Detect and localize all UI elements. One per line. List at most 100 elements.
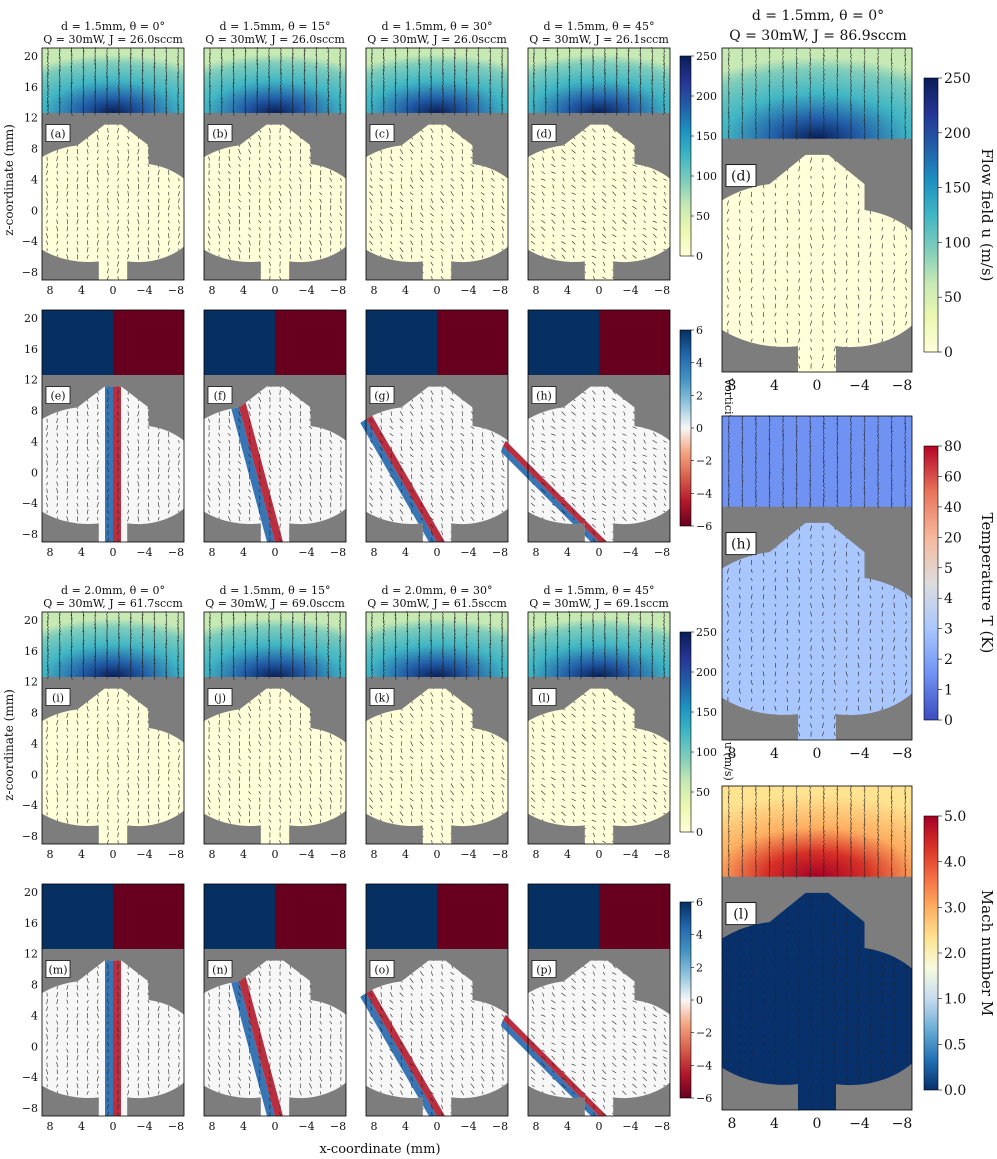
colorbar-tick-label: 2 [944,652,953,668]
y-tick-label: 16 [24,343,38,356]
vorticity-bands [498,960,607,1116]
upper-region [722,48,912,139]
colorbar-tick-label: 250 [696,626,717,639]
y-tick-label: 20 [24,614,38,627]
x-tick-label: 8 [728,746,737,762]
panel-tag: (d) [731,169,751,185]
panel-tag: (p) [536,964,552,977]
x-tick-label: −8 [492,284,508,297]
panel-tag: (i) [52,692,64,705]
x-tick-label: −4 [136,1120,152,1133]
y-tick-label: 8 [31,405,38,418]
vorticity-right [275,884,346,949]
colorbar-tick-label: 5 [944,561,953,577]
x-tick-label: −8 [892,378,913,394]
panel-tag-box [369,124,395,142]
panel-tag-box [369,386,395,404]
y-tick-label: −8 [22,830,38,843]
x-tick-label: −8 [330,546,346,559]
panel-b: d = 1.5mm, θ = 15°Q = 30mW, J = 26.0sccm… [203,20,347,297]
panel-frame [203,309,347,543]
colorbar-label: Temperature T (K) [978,513,996,654]
x-tick-label: −8 [654,546,670,559]
x-tick-label: 8 [371,546,378,559]
colorbar-tick-label: 6 [696,896,703,909]
upper-region [722,786,912,877]
y-tick-label: 16 [24,645,38,658]
x-tick-label: 0 [596,284,603,297]
y-tick-label: 12 [24,676,38,689]
panel-title-line1: d = 1.5mm, θ = 45° [544,584,655,597]
colorbar-tick-label: 0 [944,345,953,361]
panel-tag-box [207,688,233,706]
y-tick-label: 4 [31,1009,38,1022]
x-tick-label: 4 [770,378,779,394]
panel-tag-box [369,960,395,978]
x-tick-label: 0 [434,546,441,559]
x-tick-label: 4 [564,848,571,861]
colorbar-label: Flow field u (m/s) [978,148,996,281]
panel-a: d = 1.5mm, θ = 0°Q = 30mW, J = 26.0sccm (… [22,20,185,297]
x-tick-label: −4 [622,848,638,861]
y-tick-label: 16 [24,917,38,930]
y-tick-label: 12 [24,374,38,387]
colorbar-tick-label: 0 [696,826,703,839]
x-tick-label: −4 [460,284,476,297]
x-tick-label: 8 [47,284,54,297]
vorticity-bands [105,960,121,1116]
colorbar-tick-label: 0 [944,713,953,729]
y-tick-label: −4 [22,235,38,248]
x-tick-label: −4 [298,848,314,861]
panel-j: d = 1.5mm, θ = 15°Q = 30mW, J = 69.0sccm… [203,584,347,861]
vorticity-right [437,310,508,375]
y-tick-label: 20 [24,50,38,63]
panel-tag: (l) [733,907,748,923]
colorbar-tick-label: 6 [696,324,703,337]
panel-tag: (e) [50,390,65,403]
colorbar-tick-label: 80 [944,439,962,455]
panel-tag-box [725,532,757,556]
x-tick-label: 8 [728,378,737,394]
panel-tag: (d) [536,128,552,141]
big-panel-mach: (l) 8 4 0 −4 −8 5.0 4.0 3.0 2.0 1.0 0.5 0.0 Mach numb… [721,785,996,1132]
x-tick-label: 8 [47,546,54,559]
x-tick-label: −8 [168,1120,184,1133]
x-tick-label: 8 [533,284,540,297]
panel-p: (p) 8 4 0 −4 −8 [498,883,671,1133]
panel-frame [721,785,913,1111]
y-tick-label: 0 [31,204,38,217]
y-tick-label: 20 [24,886,38,899]
panel-e: (e) 8 4 0 −4 −8 20 16 12 8 4 0 −4 −8 [22,309,185,559]
panel-l: d = 1.5mm, θ = 45°Q = 30mW, J = 69.1sccm… [527,584,671,861]
colorbar-tick-label: 5.0 [944,809,966,825]
panel-title-line1: d = 1.5mm, θ = 30° [382,20,493,33]
x-tick-label: 0 [272,546,279,559]
panel-tag: (h) [536,390,552,403]
panel-m: (m) 8 4 0 −4 −8 20 16 12 8 4 0 −4 −8 [22,883,185,1133]
panel-tag-box [531,688,557,706]
x-tick-label: 0 [596,848,603,861]
panel-tag: (m) [48,964,67,977]
x-tick-label: 8 [533,848,540,861]
x-tick-label: 4 [770,1116,779,1132]
x-tick-label: 4 [240,848,247,861]
x-tick-label: −8 [330,1120,346,1133]
vorticity-left [528,884,599,949]
panel-tag-box [531,386,557,404]
x-tick-label: 4 [564,546,571,559]
colorbar-tick-label: −6 [696,520,712,533]
upper-region [722,416,912,507]
x-tick-label: −4 [460,546,476,559]
colorbar-tick-label: 0 [696,250,703,263]
plume-region [204,612,346,677]
vorticity-right [113,884,184,949]
y-tick-label: 12 [24,948,38,961]
panel-title-line1: d = 2.0mm, θ = 0° [61,584,165,597]
panel-tag-box [207,960,233,978]
y-tick-label: 0 [31,466,38,479]
x-tick-label: −4 [298,1120,314,1133]
colorbar-tick-label: 2.0 [944,946,966,962]
x-tick-label: −4 [136,546,152,559]
x-tick-label: −4 [460,1120,476,1133]
x-tick-label: 4 [402,1120,409,1133]
